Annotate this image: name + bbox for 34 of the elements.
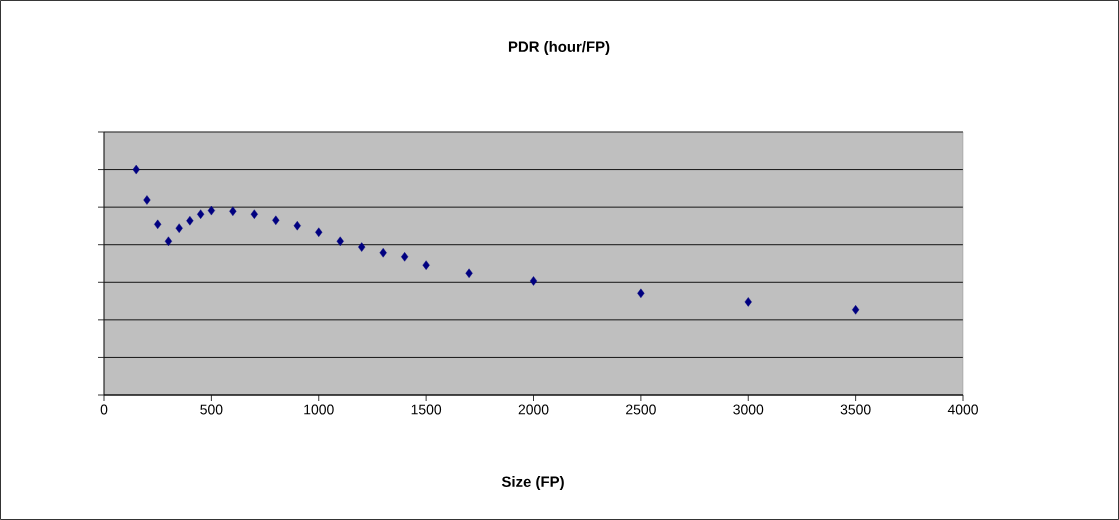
point bbox=[637, 288, 645, 299]
x-tick-label: 2000 bbox=[518, 404, 549, 415]
point bbox=[422, 260, 430, 270]
point bbox=[272, 215, 280, 225]
x-tick-label: 500 bbox=[200, 404, 223, 415]
point bbox=[186, 216, 194, 226]
point bbox=[143, 195, 151, 205]
x-tick-label: 0 bbox=[100, 404, 108, 415]
point bbox=[315, 227, 323, 237]
point bbox=[175, 223, 183, 233]
point bbox=[229, 206, 237, 216]
point bbox=[744, 297, 752, 307]
chart-title: PDR (hour/FP) bbox=[508, 41, 610, 55]
point bbox=[154, 219, 162, 230]
point bbox=[164, 236, 172, 246]
point bbox=[197, 209, 205, 219]
x-tick-label: 4000 bbox=[947, 404, 978, 415]
x-tick-label: 1000 bbox=[304, 404, 334, 415]
point bbox=[379, 248, 387, 258]
x-tick-label: 3000 bbox=[733, 404, 764, 415]
point bbox=[293, 221, 301, 231]
point bbox=[529, 276, 538, 286]
point bbox=[401, 252, 409, 262]
point bbox=[132, 164, 140, 175]
x-axis-title: Size (FP) bbox=[501, 476, 564, 490]
point bbox=[250, 209, 258, 219]
point bbox=[358, 242, 366, 252]
point bbox=[465, 268, 473, 278]
x-tick-label: 3500 bbox=[840, 404, 871, 415]
x-tick-label: 2500 bbox=[626, 404, 656, 415]
point bbox=[852, 305, 860, 315]
x-tick-label: 1500 bbox=[411, 404, 442, 415]
point bbox=[336, 236, 344, 246]
point bbox=[207, 205, 215, 216]
